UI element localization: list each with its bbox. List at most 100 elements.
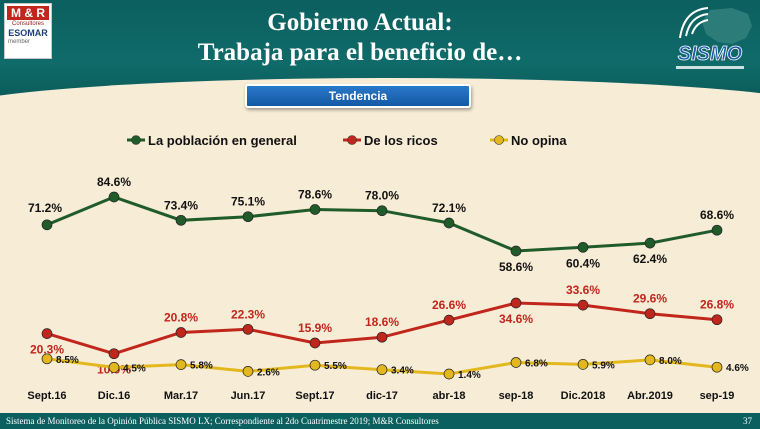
series-no-opina: 8.5% 4.5% 5.8% 2.6% 5.5% 3.4% 1.4% 6.8% 5.9% 8.0%… bbox=[41, 353, 749, 381]
page-title: Gobierno Actual: Trabaja para el benefic… bbox=[150, 8, 570, 68]
data-label: 78.6% bbox=[298, 188, 332, 202]
data-label: 8.0% bbox=[659, 356, 682, 367]
data-label: 5.8% bbox=[190, 361, 213, 372]
data-label: 34.6% bbox=[499, 312, 533, 326]
data-label: 71.2% bbox=[28, 201, 62, 215]
data-point bbox=[242, 211, 254, 223]
legend-swatch-marker bbox=[347, 135, 357, 145]
trend-line-chart: La población en general De los ricos No op… bbox=[27, 133, 749, 402]
data-point bbox=[443, 314, 455, 326]
data-point bbox=[242, 366, 254, 377]
data-label: 8.5% bbox=[56, 355, 79, 366]
series-layer: 71.2% 84.6% 73.4% 75.1% 78.6% 78.0% 72.1% 58.6%… bbox=[28, 175, 749, 381]
x-tick-label: dic-17 bbox=[366, 390, 398, 402]
data-label: 26.6% bbox=[432, 298, 466, 312]
x-tick-label: Sept.17 bbox=[295, 390, 334, 402]
data-label: 20.8% bbox=[164, 311, 198, 325]
x-tick-label: abr-18 bbox=[432, 390, 465, 402]
data-point bbox=[443, 368, 455, 380]
legend-item-no-opina: No opina bbox=[490, 133, 567, 148]
data-label: 68.6% bbox=[700, 208, 734, 222]
data-label: 18.6% bbox=[365, 315, 399, 329]
data-label: 26.8% bbox=[700, 298, 734, 312]
x-tick-label: Dic.16 bbox=[98, 390, 130, 402]
data-label: 60.4% bbox=[566, 256, 600, 270]
data-label: 72.1% bbox=[432, 201, 466, 215]
title-line-2: Trabaja para el beneficio de… bbox=[197, 39, 523, 66]
data-point bbox=[510, 245, 522, 257]
data-point bbox=[577, 359, 589, 370]
logo-assoc: ESOMAR bbox=[8, 28, 48, 38]
data-point bbox=[644, 354, 656, 366]
data-point bbox=[376, 205, 388, 217]
data-label: 22.3% bbox=[231, 307, 265, 321]
data-point bbox=[711, 314, 723, 326]
x-tick-label: sep-18 bbox=[499, 390, 534, 402]
data-point bbox=[309, 204, 321, 215]
logo-assoc-sub: member bbox=[8, 39, 31, 45]
data-label: 29.6% bbox=[633, 292, 667, 306]
x-tick-label: Dic.2018 bbox=[561, 390, 606, 402]
sismo-logo-text: SISMO bbox=[678, 43, 743, 65]
data-point bbox=[108, 362, 120, 373]
data-label: 75.1% bbox=[231, 195, 265, 209]
chart-legend: La población en general De los ricos No op… bbox=[127, 133, 567, 148]
data-label: 33.6% bbox=[566, 283, 600, 297]
legend-label: De los ricos bbox=[364, 133, 438, 148]
page-number: 37 bbox=[743, 416, 752, 426]
legend-label: No opina bbox=[511, 133, 567, 148]
data-label: 3.4% bbox=[391, 366, 414, 377]
x-tick-label: Sept.16 bbox=[27, 390, 66, 402]
data-point bbox=[242, 323, 254, 335]
footer-bar: Sistema de Monitoreo de la Opinión Públi… bbox=[0, 413, 760, 429]
data-point bbox=[175, 327, 187, 338]
data-label: 5.9% bbox=[592, 360, 615, 371]
legend-swatch-marker bbox=[131, 135, 141, 145]
data-point bbox=[644, 308, 656, 320]
x-tick-label: Mar.17 bbox=[164, 390, 198, 402]
x-tick-label: Abr.2019 bbox=[627, 390, 673, 402]
data-point bbox=[108, 348, 120, 360]
data-point bbox=[711, 224, 723, 236]
data-label: 2.6% bbox=[257, 367, 280, 378]
legend-label: La población en general bbox=[148, 133, 297, 148]
data-point bbox=[510, 357, 522, 368]
data-point bbox=[644, 237, 656, 249]
data-label: 5.5% bbox=[324, 361, 347, 372]
data-label: 84.6% bbox=[97, 175, 131, 189]
data-label: 20.3% bbox=[30, 343, 64, 357]
data-point bbox=[309, 337, 321, 349]
data-label: 58.6% bbox=[499, 260, 533, 274]
logo-brand-sub: Consultores bbox=[11, 21, 44, 27]
data-point bbox=[108, 191, 120, 203]
legend-item-la-poblacion-en-general: La población en general bbox=[127, 133, 297, 148]
x-tick-label: sep-19 bbox=[700, 390, 735, 402]
x-tick-label: Jun.17 bbox=[231, 390, 266, 402]
data-label: 62.4% bbox=[633, 252, 667, 266]
sismo-logo: SISMO bbox=[676, 7, 752, 69]
data-label: 6.8% bbox=[525, 359, 548, 370]
data-label: 15.9% bbox=[298, 321, 332, 335]
data-label: 1.4% bbox=[458, 370, 481, 381]
data-point bbox=[376, 364, 388, 376]
data-point bbox=[577, 241, 589, 253]
series-la-poblacion-en-general: 71.2% 84.6% 73.4% 75.1% 78.6% 78.0% 72.1% 58.6%… bbox=[28, 175, 734, 274]
data-label: 4.5% bbox=[123, 363, 146, 374]
data-label: 73.4% bbox=[164, 198, 198, 212]
footer-source: Sistema de Monitoreo de la Opinión Públi… bbox=[6, 416, 439, 426]
data-point bbox=[510, 297, 522, 309]
x-axis: Sept.16 Dic.16 Mar.17 Jun.17 Sept.17 dic-17 ab… bbox=[27, 390, 734, 402]
mr-consultores-logo: M & R Consultores ESOMAR member bbox=[4, 3, 52, 59]
data-point bbox=[175, 359, 187, 370]
data-point bbox=[577, 299, 589, 311]
legend-item-de-los-ricos: De los ricos bbox=[343, 133, 438, 148]
data-point bbox=[309, 359, 321, 371]
data-point bbox=[711, 361, 723, 373]
data-point bbox=[175, 214, 187, 226]
data-label: 4.6% bbox=[726, 363, 749, 374]
data-point bbox=[41, 219, 53, 231]
series-line bbox=[46, 195, 718, 253]
tendencia-button[interactable]: Tendencia bbox=[245, 84, 471, 108]
legend-swatch-marker bbox=[494, 135, 504, 145]
